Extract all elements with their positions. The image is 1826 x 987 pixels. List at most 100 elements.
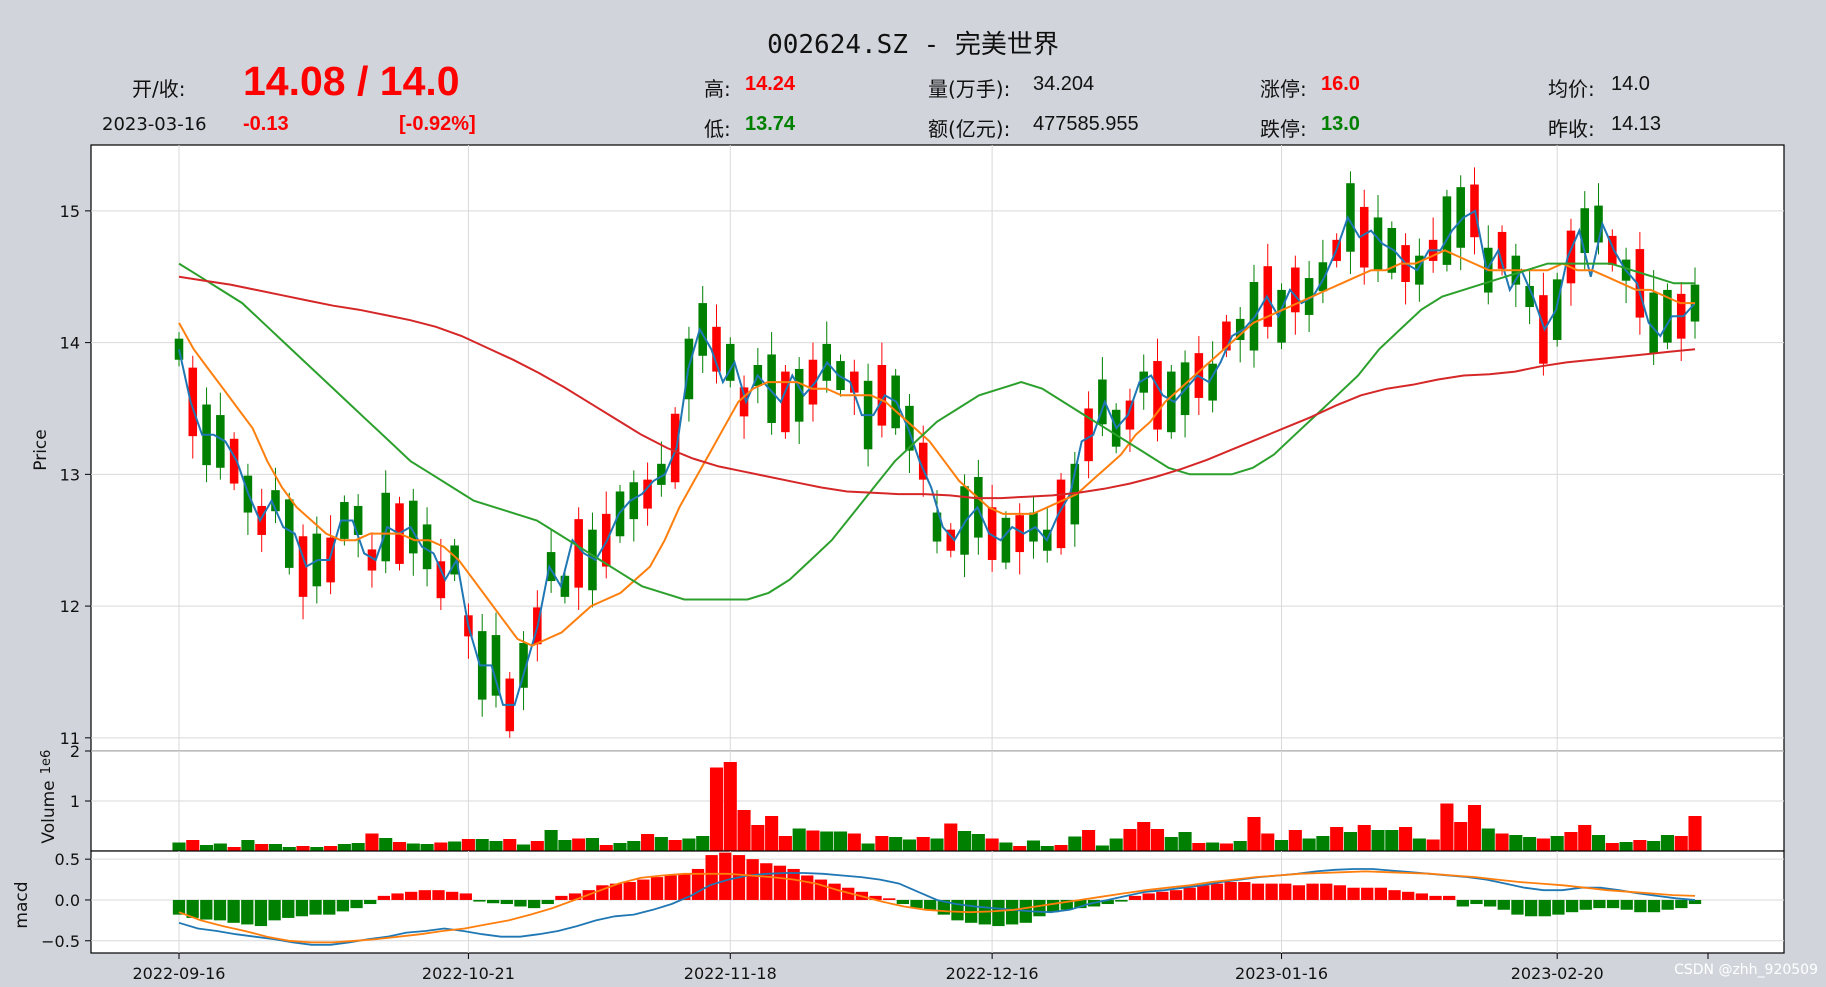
macd-hist-bar bbox=[773, 865, 787, 900]
candle-body bbox=[1539, 295, 1548, 364]
macd-hist-bar bbox=[1593, 899, 1606, 909]
macd-hist-bar bbox=[1320, 883, 1333, 900]
macd-panel: 0.5 0.0 −0.5 macd bbox=[12, 850, 1785, 954]
macd-hist-bar bbox=[1224, 882, 1237, 900]
candle-body bbox=[808, 359, 818, 405]
ma20-line bbox=[178, 262, 1695, 601]
volume-scale-label: 1e6 bbox=[39, 750, 54, 775]
macd-hist-bar bbox=[1511, 899, 1524, 915]
macd-hist-bar bbox=[992, 899, 1005, 927]
macd-hist-bar bbox=[486, 899, 500, 904]
macd-hist-bar bbox=[418, 890, 431, 900]
macd-hist-bar bbox=[1306, 883, 1319, 900]
macd-hist-bar bbox=[883, 898, 896, 900]
macd-hist-bar bbox=[1483, 899, 1497, 907]
volume-bar bbox=[875, 836, 889, 851]
macd-hist-bar bbox=[691, 868, 705, 900]
volume-bar bbox=[1688, 816, 1702, 851]
volume-bar bbox=[1647, 841, 1661, 851]
macd-hist-bar bbox=[1210, 883, 1224, 900]
avg-price-label: 均价: bbox=[1548, 77, 1595, 101]
candle-body bbox=[850, 371, 859, 393]
volume-bar bbox=[310, 847, 324, 851]
candle-body bbox=[546, 552, 556, 582]
macd-hist-bar bbox=[1128, 895, 1142, 900]
candle-body bbox=[1056, 479, 1066, 549]
macd-hist-bar bbox=[760, 863, 773, 900]
macd-hist-bar bbox=[924, 899, 937, 910]
volume-bar bbox=[1454, 822, 1468, 851]
candle-body bbox=[698, 303, 707, 356]
prev-close-value: 14.13 bbox=[1611, 113, 1662, 135]
macd-hist-bar bbox=[1361, 887, 1374, 900]
volume-bar bbox=[1082, 830, 1096, 851]
macd-hist-bar bbox=[678, 873, 691, 900]
candle-body bbox=[739, 387, 749, 417]
candle-body bbox=[257, 505, 266, 535]
macd-hist-bar bbox=[1415, 893, 1428, 900]
candle-body bbox=[1663, 289, 1672, 343]
volume-bar bbox=[765, 816, 779, 851]
volume-bar bbox=[627, 841, 641, 851]
macd-hist-bar bbox=[1115, 899, 1128, 902]
change-pct-value: [-0.92%] bbox=[399, 113, 476, 135]
candle-body bbox=[1608, 235, 1617, 265]
x-tick-label: 2022-09-16 bbox=[133, 964, 226, 983]
macd-hist-bar bbox=[514, 899, 527, 907]
volume-bar bbox=[654, 837, 668, 851]
candle-body bbox=[905, 405, 914, 451]
volume-bar bbox=[1633, 840, 1647, 851]
high-label: 高: bbox=[704, 77, 731, 101]
volume-bar bbox=[1399, 827, 1413, 851]
macd-hist-bar bbox=[1688, 899, 1702, 905]
candle-body bbox=[781, 371, 790, 433]
volume-bar bbox=[1123, 829, 1137, 851]
open-close-value: 14.08 / 14.0 bbox=[243, 58, 460, 104]
candle-body bbox=[1125, 400, 1135, 430]
price-y-tick-label: 11 bbox=[60, 729, 80, 748]
open-close-label: 开/收: bbox=[132, 77, 186, 101]
candle-body bbox=[353, 505, 363, 535]
x-tick-label: 2022-11-18 bbox=[684, 964, 777, 983]
macd-hist-bar bbox=[910, 899, 923, 909]
macd-hist-bar bbox=[1374, 887, 1388, 900]
macd-hist-bar bbox=[1497, 899, 1510, 910]
macd-y-axis-label: macd bbox=[12, 881, 32, 928]
macd-hist-bar bbox=[1074, 899, 1087, 909]
volume-bar bbox=[1467, 805, 1482, 851]
candle-body bbox=[712, 326, 721, 372]
price-y-tick-label: 13 bbox=[60, 465, 80, 484]
volume-bar bbox=[365, 833, 379, 851]
price-y-tick-label: 12 bbox=[60, 597, 80, 616]
macd-lines bbox=[178, 868, 1696, 946]
candle-body bbox=[284, 499, 294, 568]
macd-y-tick-label: 0.5 bbox=[55, 850, 80, 869]
candle-body bbox=[588, 529, 597, 591]
date-label: 2023-03-16 bbox=[102, 114, 207, 135]
volume-bar bbox=[434, 842, 448, 851]
candle-body bbox=[643, 479, 652, 509]
macd-hist-bar bbox=[268, 899, 281, 921]
volume-bar bbox=[1206, 842, 1220, 851]
volume-bar bbox=[1495, 833, 1509, 851]
volume-bar bbox=[668, 840, 682, 851]
macd-hist-bar bbox=[172, 899, 186, 915]
volume-bar bbox=[1536, 838, 1550, 851]
candle-body bbox=[216, 415, 225, 468]
macd-hist-bar bbox=[241, 899, 254, 925]
macd-hist-bar bbox=[1279, 883, 1292, 900]
candle-body bbox=[1318, 262, 1328, 292]
macd-hist-bar bbox=[1169, 890, 1183, 900]
volume-bar bbox=[1371, 830, 1385, 851]
volume-bar bbox=[599, 845, 613, 851]
volume-bar bbox=[544, 830, 558, 851]
macd-hist-bar bbox=[1647, 899, 1661, 913]
candle-body bbox=[1139, 371, 1148, 393]
candle-body bbox=[381, 492, 390, 562]
volume-bar bbox=[916, 837, 930, 851]
volume-panel: 12 Volume 1e6 bbox=[39, 742, 1785, 852]
candle-body bbox=[629, 482, 639, 520]
candle-body bbox=[1373, 217, 1383, 271]
candle-body bbox=[726, 343, 735, 381]
